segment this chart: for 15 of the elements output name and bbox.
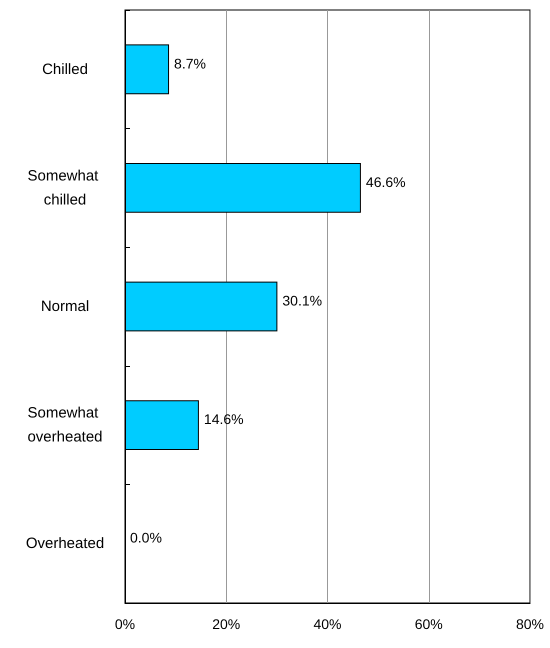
y-tick-label: Overheated [26,535,104,552]
data-label: 14.6% [204,411,244,428]
y-tick-label: Somewhat overheated [27,404,103,446]
y-tick-label: Somewhat chilled [27,167,103,208]
x-tick-label: 0% [114,616,136,632]
y-tick-label: Normal [40,298,90,315]
data-label: 30.1% [282,292,322,308]
x-tick-label: 80% [516,616,544,632]
x-tick-label: 20% [212,616,240,632]
x-tick-label: 60% [414,616,443,632]
y-tick-label: Chilled [42,60,88,78]
data-label: 0.0% [130,530,162,546]
x-tick-label: 40% [313,616,342,632]
data-label: 46.6% [366,174,406,190]
data-label: 8.7% [174,55,206,72]
